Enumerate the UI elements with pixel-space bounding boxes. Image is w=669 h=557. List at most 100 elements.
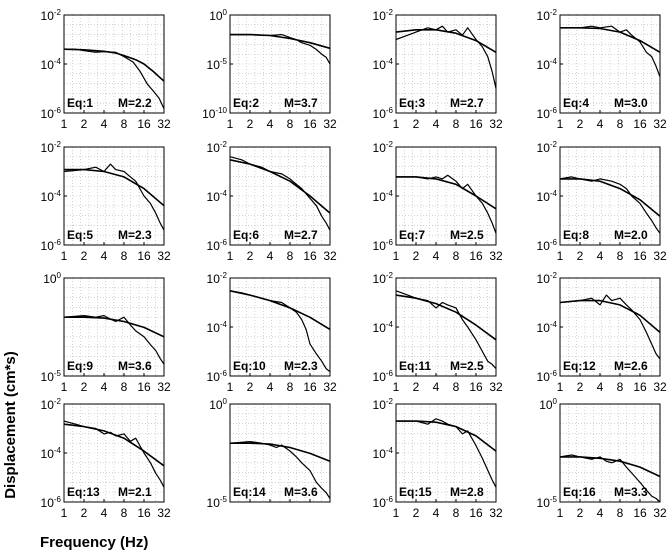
subplot-11: 10-2 10-4 10-61 2 4 8 16 32 Eq:11 M=2.5 [373, 271, 503, 394]
magnitude-label: M=2.3 [118, 228, 152, 242]
subplot-8: 10-2 10-4 10-61 2 4 8 16 32 Eq:8 M=2.0 [537, 140, 667, 263]
series-model-line [560, 456, 661, 478]
y-tick-label: 10-2 [41, 397, 62, 412]
series-model-line [229, 159, 331, 214]
y-tick-label: 10-4 [373, 57, 394, 72]
x-tick-label: 4 [597, 249, 604, 263]
y-tick-label: 10-2 [41, 8, 62, 23]
series-model-line [395, 28, 497, 53]
series-model-line [395, 294, 497, 341]
eq-label: Eq:4 [563, 96, 589, 110]
magnitude-label: M=2.1 [118, 485, 152, 499]
magnitude-label: M=3.0 [614, 96, 648, 110]
eq-label: Eq:3 [399, 96, 425, 110]
x-tick-label: 32 [323, 249, 337, 263]
x-tick-label: 32 [489, 506, 503, 520]
x-tick-label: 8 [287, 380, 294, 394]
y-tick-label: 100 [209, 8, 227, 23]
x-tick-label: 8 [121, 117, 128, 131]
x-tick-label: 32 [157, 117, 171, 131]
x-tick-label: 8 [617, 506, 624, 520]
subplot-5: 10-2 10-4 10-61 2 4 8 16 32 Eq:5 M=2.3 [41, 140, 171, 263]
y-tick-label: 10-2 [207, 271, 228, 286]
x-tick-label: 1 [61, 380, 68, 394]
y-tick-label: 10-4 [41, 57, 62, 72]
y-tick-label: 10-2 [373, 271, 394, 286]
series-model-line [559, 299, 661, 334]
subplot-16: 100 10-51 2 4 8 16 32 Eq:16 M=3.3 [537, 397, 667, 520]
x-tick-label: 1 [557, 506, 564, 520]
x-tick-label: 4 [597, 506, 604, 520]
x-tick-label: 32 [323, 380, 337, 394]
x-tick-label: 16 [303, 117, 317, 131]
series-model-line [64, 168, 165, 207]
y-tick-label: 10-4 [207, 320, 228, 335]
series-observed-line [560, 25, 661, 78]
x-tick-label: 4 [101, 117, 108, 131]
x-tick-label: 1 [393, 506, 400, 520]
y-tick-label: 10-5 [207, 57, 228, 72]
x-tick-label: 2 [413, 117, 420, 131]
y-tick-label: 10-4 [373, 189, 394, 204]
series-observed-line [63, 163, 165, 231]
x-tick-label: 2 [81, 117, 88, 131]
y-tick-label: 100 [43, 271, 61, 286]
y-tick-label: 10-5 [537, 495, 558, 510]
y-tick-label: 10-4 [41, 189, 62, 204]
subplot-7: 10-2 10-4 10-61 2 4 8 16 32 Eq:7 M=2.5 [373, 140, 503, 263]
series-model-line [560, 26, 661, 53]
x-tick-label: 16 [137, 249, 151, 263]
series-model-line [396, 420, 497, 452]
subplot-2: 100 10-5 10-101 2 4 8 16 32 Eq:2 M=3.7 [202, 8, 337, 131]
y-tick-label: 10-6 [373, 106, 394, 121]
y-tick-label: 10-4 [373, 446, 394, 461]
x-tick-label: 1 [61, 117, 68, 131]
y-tick-label: 100 [209, 397, 227, 412]
y-tick-label: 10-10 [202, 106, 227, 121]
x-tick-label: 1 [557, 117, 564, 131]
eq-label: Eq:2 [233, 96, 259, 110]
series-model-line [229, 290, 331, 331]
x-tick-label: 16 [633, 249, 647, 263]
y-tick-label: 10-4 [207, 189, 228, 204]
x-tick-label: 2 [577, 249, 584, 263]
x-tick-label: 1 [227, 380, 234, 394]
x-tick-label: 4 [433, 380, 440, 394]
x-tick-label: 8 [287, 249, 294, 263]
magnitude-label: M=2.2 [118, 96, 152, 110]
x-tick-label: 16 [469, 380, 483, 394]
x-tick-label: 4 [433, 117, 440, 131]
figure-y-axis-label: Displacement (cm*s) [2, 351, 19, 499]
series-model-line [396, 176, 497, 210]
magnitude-label: M=2.5 [450, 359, 484, 373]
y-tick-label: 100 [539, 397, 557, 412]
series-observed-line [396, 418, 497, 488]
eq-label: Eq:13 [67, 485, 100, 499]
x-tick-label: 1 [393, 249, 400, 263]
y-tick-label: 10-2 [537, 271, 558, 286]
y-tick-label: 10-6 [41, 106, 62, 121]
x-tick-label: 1 [393, 117, 400, 131]
x-tick-label: 8 [453, 506, 460, 520]
x-tick-label: 2 [577, 506, 584, 520]
x-tick-label: 4 [101, 380, 108, 394]
subplot-1: 10-2 10-4 10-61 2 4 8 16 32 Eq:1 M=2.2 [41, 8, 171, 131]
x-tick-label: 32 [157, 380, 171, 394]
series-observed-line [64, 48, 165, 109]
subplot-14: 100 10-5 Eq:14 M=3.6 [207, 397, 331, 510]
eq-label: Eq:8 [563, 228, 589, 242]
y-tick-label: 10-5 [41, 369, 62, 384]
x-tick-label: 16 [303, 380, 317, 394]
x-tick-label: 8 [453, 249, 460, 263]
magnitude-label: M=2.8 [450, 485, 484, 499]
x-tick-label: 8 [287, 117, 294, 131]
x-tick-label: 32 [157, 249, 171, 263]
y-tick-label: 10-6 [207, 238, 228, 253]
y-tick-label: 10-2 [537, 140, 558, 155]
eq-label: Eq:6 [233, 228, 259, 242]
y-tick-label: 10-4 [537, 57, 558, 72]
y-tick-label: 10-4 [41, 446, 62, 461]
x-tick-label: 16 [633, 117, 647, 131]
x-tick-label: 4 [101, 506, 108, 520]
